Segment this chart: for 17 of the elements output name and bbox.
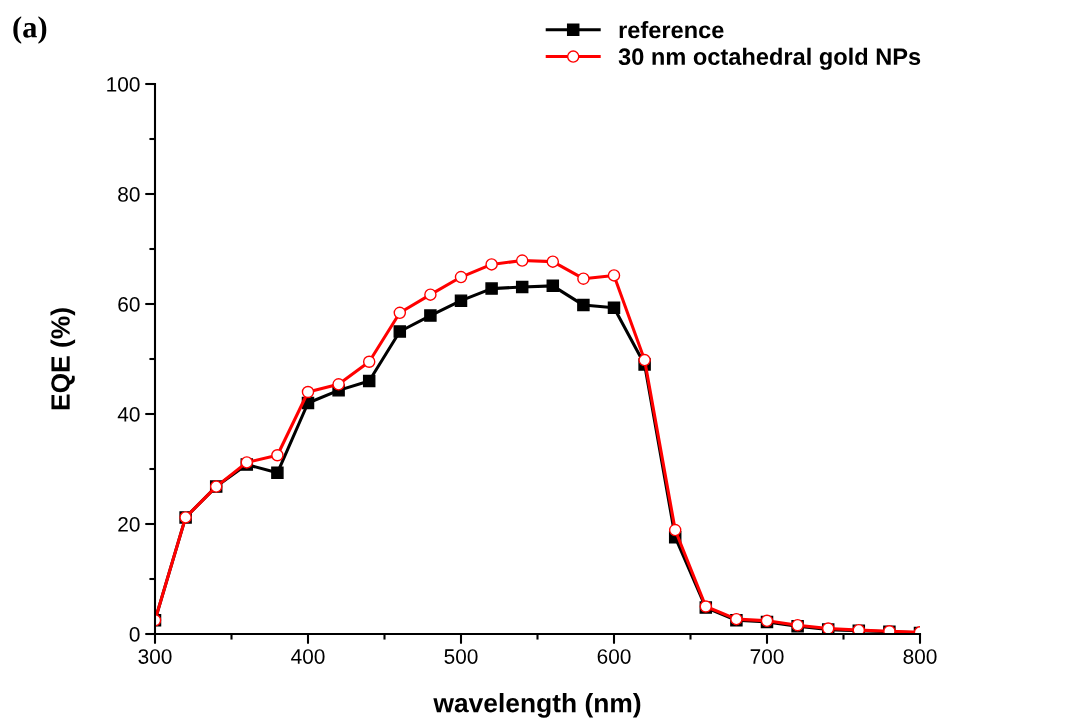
y-tick-label: 100 [107,77,140,92]
x-tick-label: 500 [444,649,478,664]
x-tick-label: 800 [903,649,937,664]
legend-label: reference [619,20,724,39]
y-tick-label: 60 [118,297,140,312]
y-tick-label: 80 [118,187,140,202]
y-tick-label: 20 [118,517,140,532]
x-tick-label: 700 [750,649,784,664]
legend-label: 30 nm octahedral gold NPs [618,47,921,70]
y-axis-title: EQE (%) [50,308,76,410]
text: (a) [13,16,47,44]
x-axis-title: wavelength (nm) [433,693,641,718]
y-tick-label: 0 [129,627,140,642]
x-tick-label: 600 [597,649,631,664]
x-tick-label: 300 [138,649,172,664]
x-tick-label: 400 [291,649,325,664]
y-tick-label: 40 [117,407,140,422]
